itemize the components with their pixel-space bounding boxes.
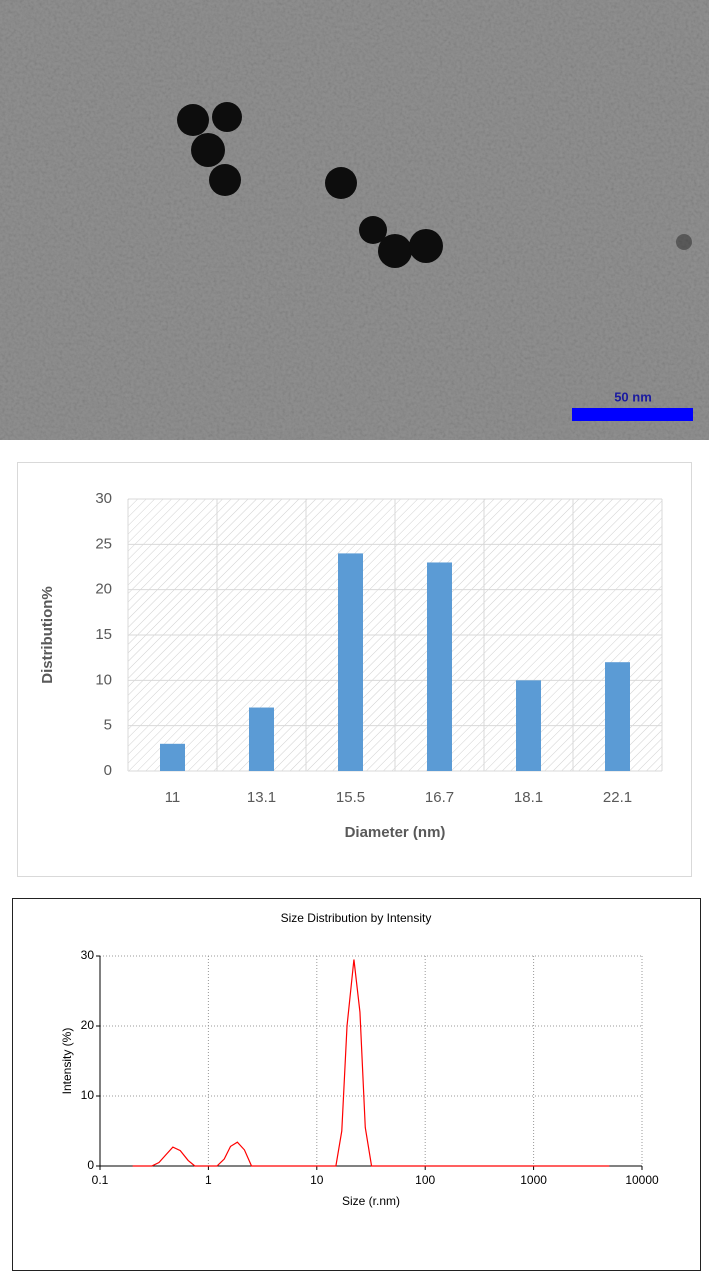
bar <box>427 562 452 771</box>
y-tick-label: 0 <box>87 1158 94 1172</box>
y-axis-label: Intensity (%) <box>60 1028 74 1095</box>
y-tick-label: 10 <box>95 671 112 688</box>
y-tick-label: 5 <box>104 717 112 734</box>
bar <box>338 553 363 771</box>
x-tick-label: 0.1 <box>92 1173 109 1187</box>
y-tick-label: 20 <box>81 1018 95 1032</box>
x-tick-label: 1 <box>205 1173 212 1187</box>
bar <box>516 680 541 771</box>
x-axis-label: Diameter (nm) <box>345 824 446 841</box>
x-tick-label: 1000 <box>520 1173 547 1187</box>
x-tick-label: 11 <box>165 789 181 806</box>
scale-bar <box>572 408 693 421</box>
scale-label: 50 nm <box>614 389 652 404</box>
y-tick-label: 15 <box>95 626 112 643</box>
y-axis-label: Distribution% <box>39 586 56 684</box>
x-tick-label: 15.5 <box>336 789 365 806</box>
x-tick-label: 100 <box>415 1173 435 1187</box>
chart-title: Size Distribution by Intensity <box>281 911 432 925</box>
y-tick-label: 30 <box>81 948 95 962</box>
x-tick-label: 16.7 <box>425 789 454 806</box>
bar <box>249 707 274 771</box>
x-tick-label: 18.1 <box>514 789 543 806</box>
y-tick-label: 20 <box>95 581 112 598</box>
y-tick-label: 10 <box>81 1088 95 1102</box>
x-tick-label: 10000 <box>625 1173 659 1187</box>
y-tick-label: 0 <box>104 762 112 779</box>
x-tick-label: 13.1 <box>247 789 276 806</box>
line-series <box>132 959 610 1167</box>
x-tick-label: 10 <box>310 1173 324 1187</box>
bar <box>605 662 630 771</box>
bar <box>160 743 185 771</box>
x-axis-label: Size (r.nm) <box>342 1194 400 1208</box>
y-tick-label: 30 <box>95 490 112 507</box>
line-chart-frame <box>12 898 701 1271</box>
micrograph: 50 nm <box>0 0 709 440</box>
y-tick-label: 25 <box>95 535 112 552</box>
x-tick-label: 22.1 <box>603 789 632 806</box>
